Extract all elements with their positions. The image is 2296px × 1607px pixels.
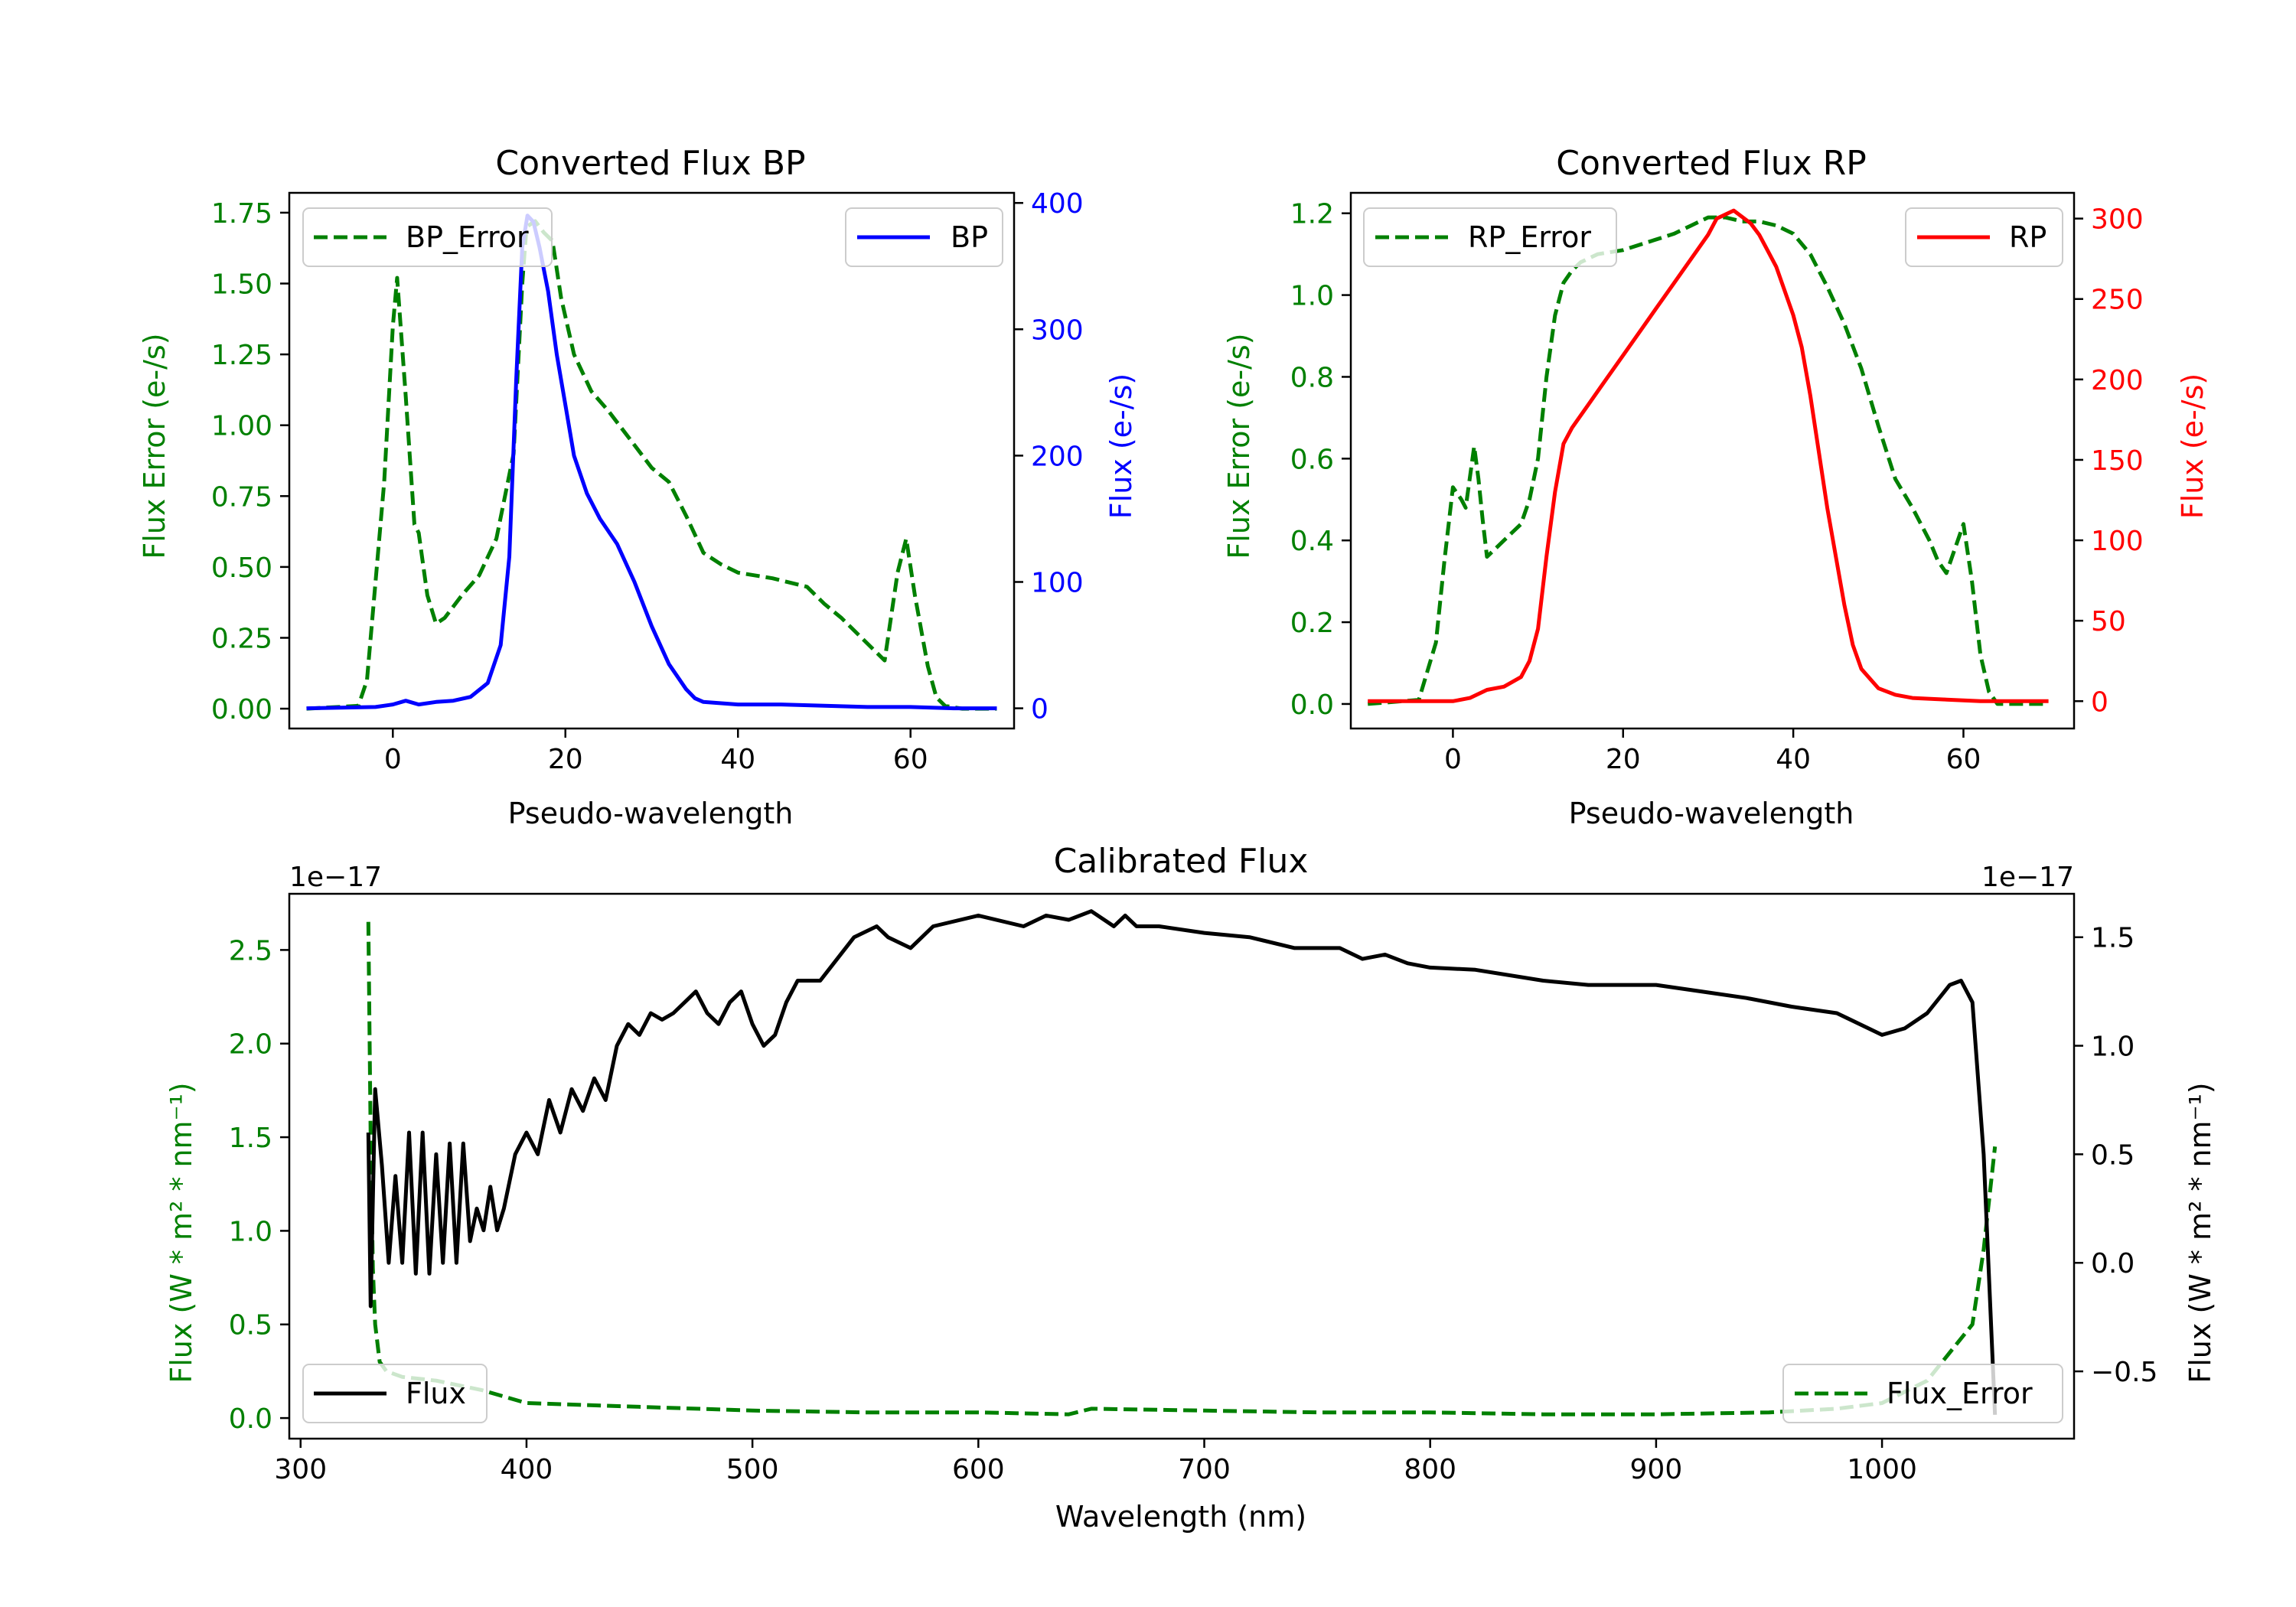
- left-y-tick-label: 1.0: [1290, 281, 1334, 312]
- right-y-tick-label: 1.0: [2091, 1032, 2135, 1063]
- right-y-tick-label: 0.5: [2091, 1139, 2135, 1171]
- chart-title: Calibrated Flux: [1054, 842, 1309, 881]
- legend-label: Flux_Error: [1887, 1377, 2033, 1410]
- x-axis-label: Pseudo-wavelength: [508, 797, 794, 830]
- x-tick-label: 60: [1946, 744, 1981, 775]
- x-tick-label: 20: [1606, 744, 1641, 775]
- left-y-tick-label: 0.4: [1290, 526, 1334, 557]
- right-y-tick-label: 150: [2091, 445, 2144, 477]
- left-y-tick-label: 1.00: [211, 411, 272, 442]
- x-tick-label: 40: [720, 744, 755, 775]
- left-axis-label: Flux (W * m² * nm⁻¹): [165, 1082, 198, 1383]
- right-y-tick-label: 100: [1031, 567, 1084, 598]
- right-offset-text: 1e−17: [1981, 862, 2074, 893]
- legend-frame: [1363, 207, 1617, 267]
- left-y-tick-label: 0.50: [211, 553, 272, 584]
- legend-label: RP_Error: [1468, 220, 1591, 254]
- x-tick-label: 900: [1630, 1454, 1683, 1485]
- right-y-tick-label: 1.5: [2091, 923, 2135, 954]
- left-y-tick-label: 1.0: [229, 1216, 272, 1247]
- x-tick-label: 0: [384, 744, 402, 775]
- chart-title: Converted Flux RP: [1556, 144, 1867, 183]
- right-y-tick-label: 200: [1031, 441, 1084, 472]
- series-line-bp: [306, 214, 997, 711]
- x-tick-label: 700: [1178, 1454, 1231, 1485]
- legend-label: Flux: [406, 1377, 466, 1410]
- right-y-tick-label: 0: [2091, 686, 2108, 718]
- right-axis-label: Flux (e-/s): [2176, 373, 2210, 519]
- legend-frame: [302, 207, 553, 267]
- chart-calibrated-flux: Calibrated Flux Wavelength (nm) Flux (W …: [165, 842, 2217, 1534]
- left-y-tick-label: 2.0: [229, 1029, 272, 1061]
- left-offset-text: 1e−17: [289, 862, 382, 893]
- left-y-tick-label: 0.0: [229, 1403, 272, 1435]
- legend-flux-error: Flux_Error: [1782, 1364, 2063, 1423]
- left-y-tick-label: 0.0: [1290, 689, 1334, 721]
- legend-bp-error: BP_Error: [302, 207, 553, 267]
- left-axis-label: Flux Error (e-/s): [1222, 333, 1256, 559]
- series-line-rp-error: [1368, 215, 2049, 706]
- legend-rp-error: RP_Error: [1363, 207, 1617, 267]
- x-tick-label: 600: [952, 1454, 1005, 1485]
- plot-frame: [288, 892, 2076, 1440]
- legend-label: BP: [951, 220, 988, 254]
- x-tick-label: 500: [726, 1454, 779, 1485]
- legend-label: RP: [2009, 220, 2047, 254]
- right-y-tick-label: 0: [1031, 694, 1049, 725]
- x-tick-label: 300: [274, 1454, 327, 1485]
- x-axis-label: Wavelength (nm): [1055, 1500, 1306, 1534]
- chart-converted-flux-rp: Converted Flux RP Pseudo-wavelength Flux…: [1222, 144, 2210, 830]
- x-tick-label: 40: [1776, 744, 1811, 775]
- left-y-tick-label: 0.8: [1290, 362, 1334, 393]
- chart-converted-flux-bp: Converted Flux BP Pseudo-wavelength Flux…: [138, 144, 1138, 830]
- right-y-tick-label: 250: [2091, 285, 2144, 316]
- legend-frame: [1782, 1364, 2063, 1423]
- left-y-tick-label: 0.25: [211, 623, 272, 654]
- right-y-tick-label: 200: [2091, 365, 2144, 396]
- series-line-rp: [1368, 208, 2049, 703]
- right-axis-label: Flux (W * m² * nm⁻¹): [2183, 1082, 2217, 1383]
- left-y-tick-label: 1.2: [1290, 199, 1334, 230]
- legend-frame: [302, 1364, 488, 1423]
- left-y-tick-label: 1.75: [211, 198, 272, 230]
- x-tick-label: 20: [548, 744, 583, 775]
- right-y-tick-label: 100: [2091, 526, 2144, 557]
- right-y-tick-label: −0.5: [2091, 1357, 2157, 1388]
- left-y-tick-label: 0.00: [211, 694, 272, 725]
- right-axis-label: Flux (e-/s): [1104, 373, 1138, 519]
- legend-bp: BP: [845, 207, 1003, 267]
- legend-flux: Flux: [302, 1364, 488, 1423]
- left-axis-label: Flux Error (e-/s): [138, 333, 171, 559]
- chart-title: Converted Flux BP: [495, 144, 805, 183]
- x-tick-label: 800: [1404, 1454, 1456, 1485]
- x-tick-label: 0: [1444, 744, 1462, 775]
- left-y-tick-label: 0.2: [1290, 608, 1334, 639]
- legend-rp: RP: [1905, 207, 2063, 267]
- left-y-tick-label: 0.6: [1290, 444, 1334, 475]
- left-y-tick-label: 0.5: [229, 1310, 272, 1341]
- right-y-tick-label: 400: [1031, 188, 1084, 220]
- plot-frame: [288, 191, 1016, 730]
- right-y-tick-label: 300: [2091, 204, 2144, 236]
- right-y-tick-label: 50: [2091, 606, 2126, 637]
- x-tick-label: 60: [893, 744, 928, 775]
- series-line-flux: [366, 909, 1998, 1415]
- left-y-tick-label: 1.25: [211, 340, 272, 371]
- left-y-tick-label: 1.5: [229, 1123, 272, 1154]
- right-y-tick-label: 300: [1031, 315, 1084, 346]
- left-y-tick-label: 0.75: [211, 481, 272, 513]
- right-y-tick-label: 0.0: [2091, 1248, 2135, 1279]
- x-axis-label: Pseudo-wavelength: [1569, 797, 1854, 830]
- left-y-tick-label: 2.5: [229, 935, 272, 966]
- left-y-tick-label: 1.50: [211, 269, 272, 301]
- x-tick-label: 400: [501, 1454, 553, 1485]
- series-line-bp-error: [306, 219, 997, 711]
- legend-label: BP_Error: [406, 220, 529, 254]
- x-tick-label: 1000: [1847, 1454, 1917, 1485]
